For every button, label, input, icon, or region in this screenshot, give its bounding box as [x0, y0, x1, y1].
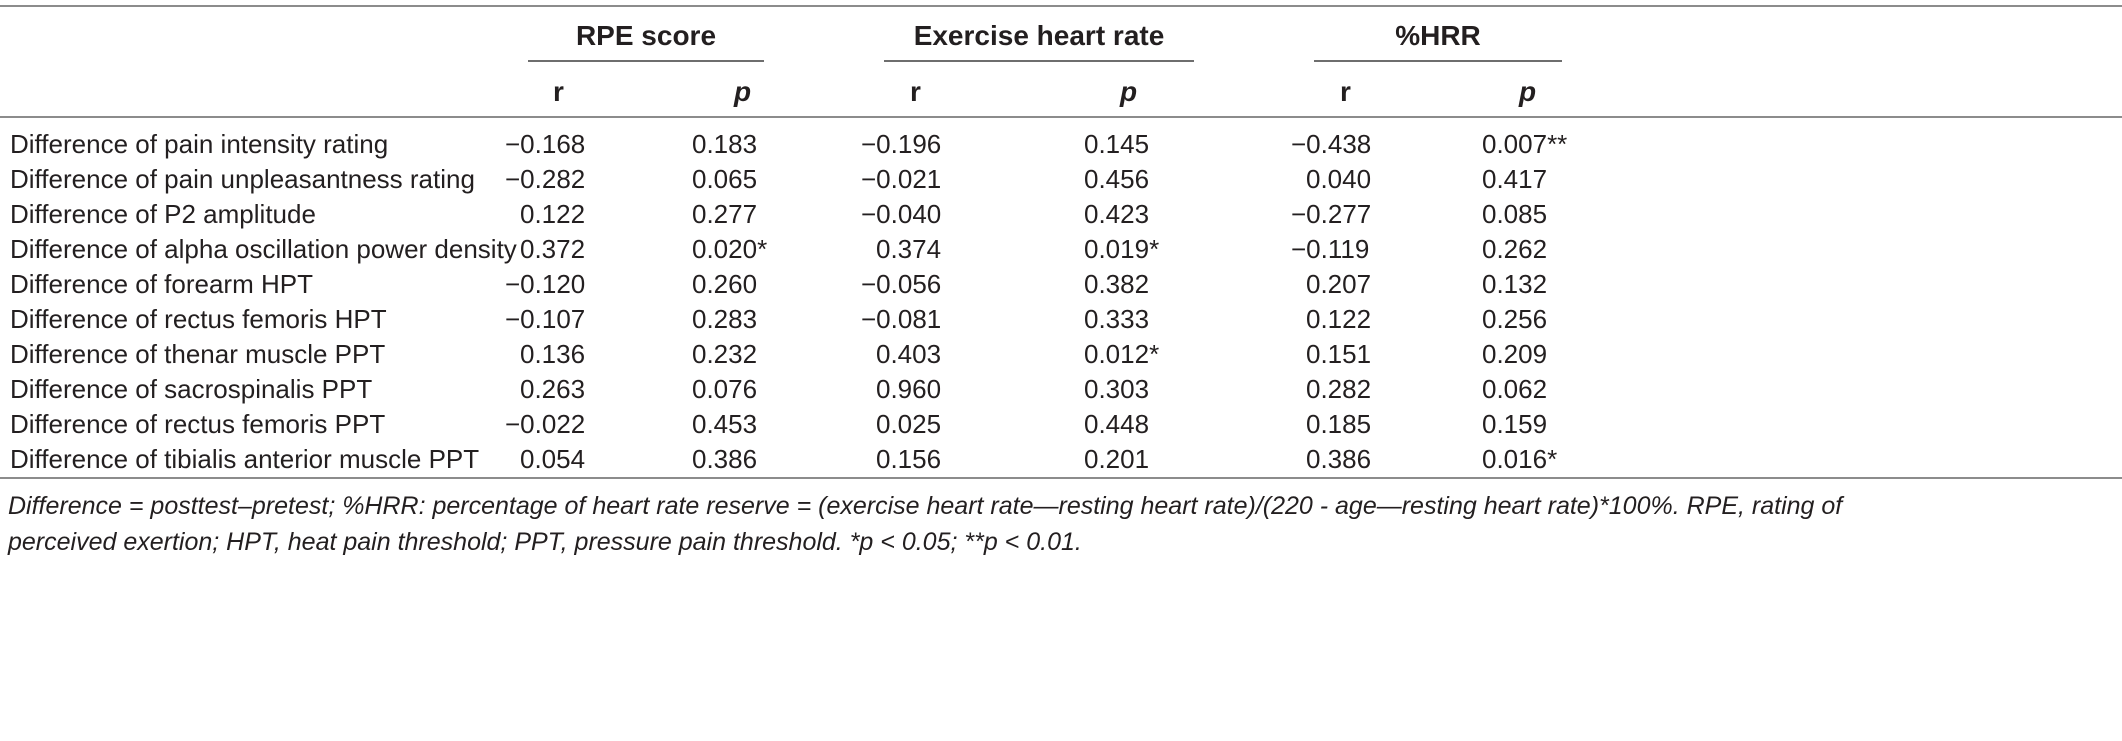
table-cell: 0.076	[692, 374, 758, 404]
row-label: Difference of pain unpleasantness rating	[10, 164, 475, 194]
table-row: Difference of pain unpleasantness rating…	[0, 161, 2122, 197]
table-cell: 0.185	[1306, 409, 1372, 439]
table-cell: 0.263	[520, 374, 586, 404]
table-cell: 0.277	[692, 199, 758, 229]
table-row: Difference of sacrospinalis PPT 0.263 0.07…	[0, 371, 2122, 407]
col-header-ehr-r: r	[910, 76, 921, 107]
table-cell: 0.201	[1084, 444, 1150, 474]
table-cell: 0.232	[692, 339, 758, 369]
table-cell: −0.168	[505, 129, 586, 159]
table-cell: 0.065	[692, 164, 758, 194]
table-cell: 0.007**	[1482, 129, 1568, 159]
table-row: Difference of rectus femoris PPT −0.022 0.…	[0, 406, 2122, 442]
table-cell: 0.156	[876, 444, 942, 474]
table-header-rule	[0, 116, 2122, 118]
table-cell: 0.020*	[692, 234, 768, 264]
table-cell: −0.277	[1291, 199, 1372, 229]
row-label: Difference of thenar muscle PPT	[10, 339, 386, 369]
table-cell: 0.132	[1482, 269, 1548, 299]
table-cell: 0.260	[692, 269, 758, 299]
table-cell: 0.448	[1084, 409, 1150, 439]
table-row: Difference of thenar muscle PPT 0.136 0.23…	[0, 336, 2122, 372]
row-label: Difference of rectus femoris HPT	[10, 304, 387, 334]
table-row: Difference of tibialis anterior muscle P…	[0, 441, 2122, 477]
table-cell: 0.333	[1084, 304, 1150, 334]
table-cell: 0.054	[520, 444, 586, 474]
table-cell: 0.062	[1482, 374, 1548, 404]
table-cell: 0.136	[520, 339, 586, 369]
col-header-rpe-r: r	[553, 76, 564, 107]
table-cell: 0.122	[520, 199, 586, 229]
table-cell: 0.282	[1306, 374, 1372, 404]
table-cell: 0.012*	[1084, 339, 1160, 369]
table-cell: 0.303	[1084, 374, 1150, 404]
table-cell: −0.282	[505, 164, 586, 194]
table-cell: −0.107	[505, 304, 586, 334]
table-cell: 0.386	[1306, 444, 1372, 474]
table-row: Difference of P2 amplitude 0.122 0.277 −0.0…	[0, 196, 2122, 232]
table-cell: −0.196	[861, 129, 942, 159]
table-cell: 0.019*	[1084, 234, 1160, 264]
table-cell: 0.151	[1306, 339, 1372, 369]
col-header-hrr-p: p	[1519, 76, 1537, 107]
table-cell: 0.025	[876, 409, 942, 439]
table-cell: 0.453	[692, 409, 758, 439]
table-cell: 0.122	[1306, 304, 1372, 334]
table-row: Difference of alpha oscillation power de…	[0, 231, 2122, 267]
row-label: Difference of forearm HPT	[10, 269, 313, 299]
table-cell: 0.374	[876, 234, 942, 264]
table-cell: 0.456	[1084, 164, 1150, 194]
table-cell: 0.417	[1482, 164, 1548, 194]
table-cell: 0.085	[1482, 199, 1548, 229]
group-header-exercise-heart-rate: Exercise heart rate	[913, 20, 1165, 51]
table-cell: 0.016*	[1482, 444, 1558, 474]
group-underline-hrr	[1314, 60, 1562, 62]
table-cell: −0.438	[1291, 129, 1372, 159]
table-cell: −0.040	[861, 199, 942, 229]
row-label: Difference of sacrospinalis PPT	[10, 374, 373, 404]
table-top-rule	[0, 5, 2122, 7]
table-cell: 0.382	[1084, 269, 1150, 299]
group-underline-rpe	[528, 60, 764, 62]
table-cell: −0.119	[1291, 234, 1370, 264]
table-cell: 0.262	[1482, 234, 1548, 264]
footnote-line-2: perceived exertion; HPT, heat pain thres…	[8, 528, 1082, 556]
group-header-hrr: %HRR	[1395, 20, 1481, 51]
table-cell: 0.159	[1482, 409, 1548, 439]
table-cell: 0.183	[692, 129, 758, 159]
table-bottom-rule	[0, 477, 2122, 479]
row-label: Difference of P2 amplitude	[10, 199, 316, 229]
table-cell: 0.372	[520, 234, 586, 264]
row-label: Difference of tibialis anterior muscle P…	[10, 444, 480, 474]
table-footnote: Difference = posttest–pretest; %HRR: per…	[8, 488, 2108, 560]
footnote-line-1: Difference = posttest–pretest; %HRR: per…	[8, 492, 1843, 520]
table-cell: −0.081	[861, 304, 942, 334]
table-cell: 0.209	[1482, 339, 1548, 369]
table-cell: 0.145	[1084, 129, 1150, 159]
row-label: Difference of rectus femoris PPT	[10, 409, 386, 439]
table-cell: 0.386	[692, 444, 758, 474]
table-cell: 0.960	[876, 374, 942, 404]
table-row: Difference of rectus femoris HPT −0.107 0.…	[0, 301, 2122, 337]
table-cell: 0.403	[876, 339, 942, 369]
table-cell: −0.021	[861, 164, 942, 194]
table-cell: −0.022	[505, 409, 586, 439]
table-row: Difference of pain intensity rating −0.16…	[0, 126, 2122, 162]
col-header-ehr-p: p	[1120, 76, 1138, 107]
table-cell: −0.120	[505, 269, 586, 299]
row-label: Difference of pain intensity rating	[10, 129, 389, 159]
col-header-hrr-r: r	[1340, 76, 1351, 107]
col-header-rpe-p: p	[734, 76, 752, 107]
table-cell: 0.207	[1306, 269, 1372, 299]
table-cell: 0.283	[692, 304, 758, 334]
table-row: Difference of forearm HPT −0.120 0.260 −0.0…	[0, 266, 2122, 302]
group-header-rpe: RPE score	[575, 20, 717, 51]
table-cell: −0.056	[861, 269, 942, 299]
group-underline-exercise-heart-rate	[884, 60, 1194, 62]
table-cell: 0.040	[1306, 164, 1372, 194]
table-cell: 0.423	[1084, 199, 1150, 229]
table-cell: 0.256	[1482, 304, 1548, 334]
row-label: Difference of alpha oscillation power de…	[10, 234, 517, 264]
